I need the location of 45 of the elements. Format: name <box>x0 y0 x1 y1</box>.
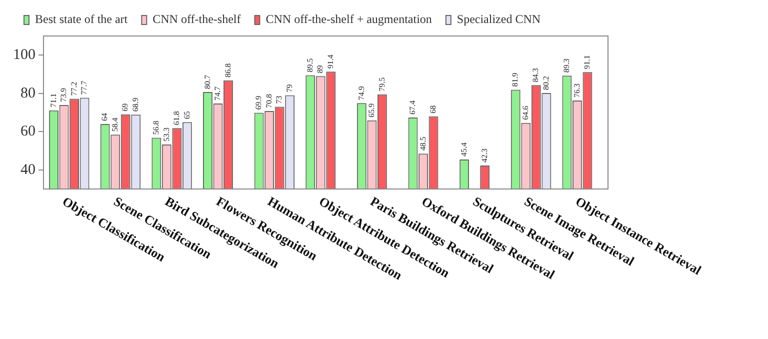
data-label: 89.5 <box>305 58 314 72</box>
data-label: 79 <box>284 84 294 92</box>
data-label: 65 <box>182 111 192 120</box>
legend-label: Specialized CNN <box>456 12 541 26</box>
data-label: 81.9 <box>510 72 520 87</box>
data-label: 64.6 <box>520 106 530 120</box>
data-label: 77.7 <box>80 80 89 95</box>
data-label: 91.4 <box>326 54 335 69</box>
data-label: 91.1 <box>582 55 592 70</box>
data-label: 74.7 <box>213 86 222 101</box>
data-label: 80.7 <box>202 75 212 90</box>
legend-label: CNN off-the-shelf <box>152 12 241 26</box>
legend-label: CNN off-the-shelf + augmentation <box>266 12 432 26</box>
data-label: 53.3 <box>162 127 171 142</box>
data-label: 69.9 <box>254 96 264 110</box>
data-label: 84.3 <box>531 68 540 82</box>
data-label: 68 <box>428 105 438 114</box>
data-label: 65.9 <box>367 103 376 118</box>
data-label: 68.9 <box>130 98 140 112</box>
data-label: 45.4 <box>459 142 468 157</box>
data-label: 77.2 <box>69 82 78 96</box>
y-tick-label: 40 <box>20 162 36 178</box>
data-label: 86.8 <box>223 63 232 78</box>
legend-label: Best state of the art <box>35 12 128 26</box>
data-label: 70.8 <box>264 94 274 108</box>
data-label: 48.5 <box>418 136 428 151</box>
data-label: 58.4 <box>110 118 120 132</box>
data-label: 56.8 <box>151 120 160 135</box>
data-label: 42.3 <box>480 148 489 162</box>
data-label: 79.5 <box>377 77 386 92</box>
data-label: 89 <box>316 65 325 74</box>
data-label: 73.9 <box>59 88 68 102</box>
data-label: 74.9 <box>356 86 366 100</box>
data-label: 76.3 <box>572 83 582 98</box>
data-label: 61.8 <box>172 111 182 126</box>
data-label: 73 <box>274 96 284 104</box>
y-tick-label: 80 <box>20 85 36 102</box>
data-label: 69 <box>120 103 130 112</box>
data-label: 67.4 <box>408 100 418 114</box>
data-label: 71.1 <box>48 93 58 108</box>
y-tick-label: 100 <box>13 47 36 64</box>
data-label: 89.3 <box>562 58 572 73</box>
y-tick-label: 60 <box>20 124 36 140</box>
data-label: 64 <box>100 112 110 121</box>
data-label: 80.2 <box>542 76 551 90</box>
